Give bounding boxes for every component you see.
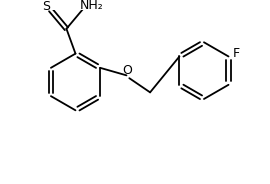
Text: F: F <box>232 47 240 60</box>
Text: O: O <box>123 64 132 77</box>
Text: NH₂: NH₂ <box>80 0 104 12</box>
Text: S: S <box>42 0 50 13</box>
